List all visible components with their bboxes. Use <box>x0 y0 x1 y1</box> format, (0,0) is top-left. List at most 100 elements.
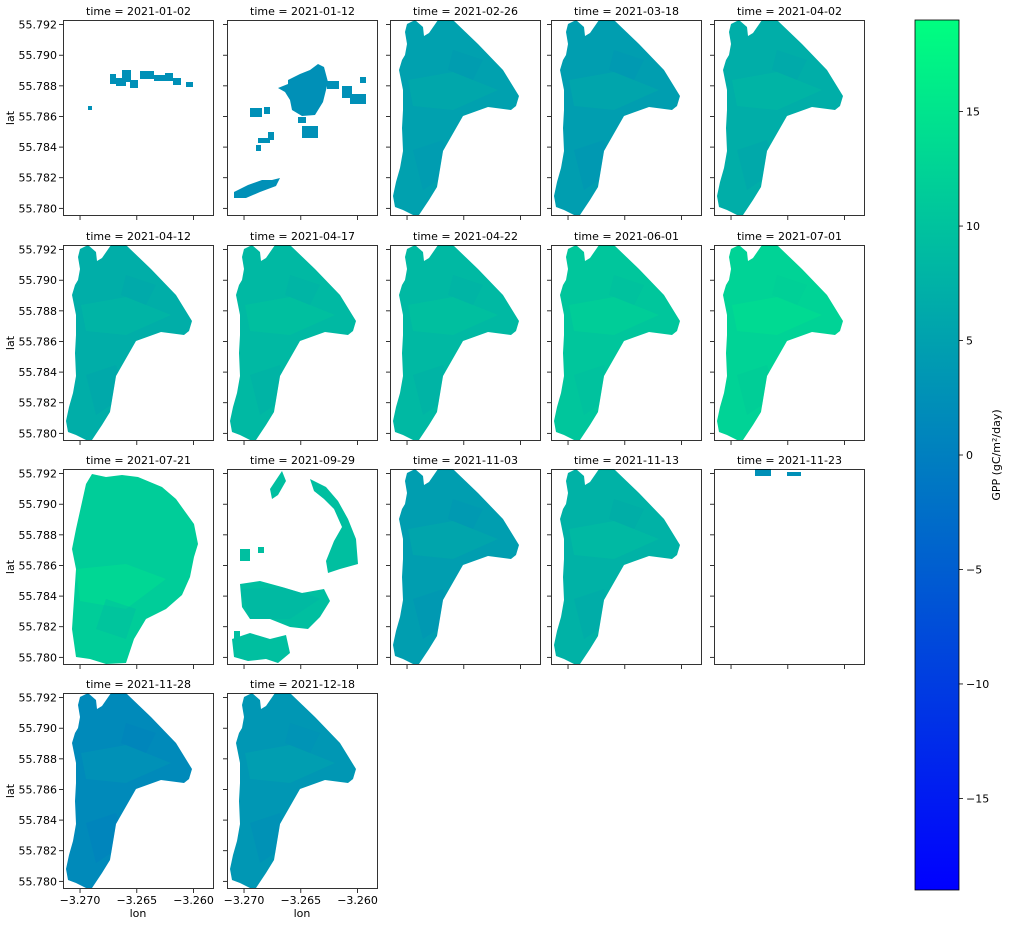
y-tick-label: 55.784 <box>19 141 58 154</box>
axes-frame <box>714 469 865 665</box>
y-tick-label: 55.790 <box>19 274 58 287</box>
x-tick-label: −3.260 <box>337 894 378 907</box>
y-tick-label: 55.788 <box>19 529 58 542</box>
axes-frame <box>551 469 702 665</box>
axes-frame <box>714 20 865 216</box>
facet-title: time = 2021-07-21 <box>86 454 191 467</box>
y-tick-label: 55.786 <box>19 110 58 123</box>
gpp-field <box>393 469 519 664</box>
facet-panel: time = 2021-04-17 <box>223 230 378 445</box>
x-axis-label: lon <box>294 907 311 920</box>
x-tick-label: −3.270 <box>60 894 101 907</box>
y-tick-label: 55.788 <box>19 753 58 766</box>
y-tick-label: 55.790 <box>19 49 58 62</box>
colorbar-tick-label: −5 <box>966 563 982 576</box>
y-tick-label: 55.782 <box>19 621 58 634</box>
facet-panel: time = 2021-04-12 55.780 55.782 55.784 55.78… <box>4 230 214 445</box>
facet-panel: time = 2021-07-01 <box>710 230 865 445</box>
gpp-raster <box>66 693 192 888</box>
x-tick-label: −3.260 <box>173 894 214 907</box>
gpp-raster <box>755 469 801 476</box>
y-tick-label: 55.786 <box>19 335 58 348</box>
facet-title: time = 2021-04-12 <box>86 230 191 243</box>
y-tick-label: 55.782 <box>19 397 58 410</box>
axes-frame <box>227 20 378 216</box>
facet-panel: time = 2021-06-01 <box>547 230 702 445</box>
x-axis-label: lon <box>130 907 147 920</box>
colorbar-tick-label: −10 <box>966 678 989 691</box>
facet-title: time = 2021-09-29 <box>250 454 355 467</box>
y-tick-label: 55.792 <box>19 692 58 705</box>
gpp-raster <box>717 20 843 215</box>
y-tick-label: 55.786 <box>19 559 58 572</box>
y-tick-label: 55.784 <box>19 590 58 603</box>
y-tick-label: 55.780 <box>19 427 58 440</box>
facet-panel: time = 2021-09-29 <box>223 454 378 669</box>
facet-title: time = 2021-03-18 <box>574 5 679 18</box>
facet-title: time = 2021-11-13 <box>574 454 679 467</box>
gpp-field <box>230 693 356 888</box>
gpp-field <box>66 245 192 440</box>
axes-frame <box>227 693 378 889</box>
facet-panel: time = 2021-03-18 <box>547 5 702 220</box>
colorbar-tick-label: 5 <box>966 335 973 348</box>
axes-frame <box>390 245 541 441</box>
y-axis-label: lat <box>4 783 17 798</box>
y-tick-label: 55.792 <box>19 468 58 481</box>
facet-title: time = 2021-11-03 <box>413 454 518 467</box>
gpp-field <box>554 20 680 215</box>
colorbar-tick-label: −15 <box>966 792 989 805</box>
facet-panel: time = 2021-02-26 <box>386 5 541 220</box>
axes-frame <box>63 693 214 889</box>
colorbar-label: GPP (gC/m²/day) <box>990 409 1003 500</box>
axes-frame <box>714 245 865 441</box>
gpp-raster <box>717 245 843 440</box>
y-tick-label: 55.788 <box>19 305 58 318</box>
x-tick-label: −3.270 <box>224 894 265 907</box>
y-tick-label: 55.784 <box>19 366 58 379</box>
colorbar-tick-label: 15 <box>966 106 980 119</box>
gpp-raster <box>393 245 519 440</box>
y-tick-label: 55.790 <box>19 498 58 511</box>
facet-panel: time = 2021-11-23 <box>710 454 865 669</box>
colorbar-tick-label: 0 <box>966 449 973 462</box>
gpp-raster <box>554 245 680 440</box>
y-tick-label: 55.780 <box>19 651 58 664</box>
axes-frame <box>63 469 214 665</box>
gpp-field <box>88 70 193 110</box>
axes-frame <box>227 245 378 441</box>
y-tick-label: 55.782 <box>19 172 58 185</box>
gpp-field <box>234 64 366 198</box>
gpp-raster <box>88 70 193 110</box>
gpp-field <box>717 20 843 215</box>
gpp-raster <box>230 245 356 440</box>
y-axis-label: lat <box>4 559 17 574</box>
y-tick-label: 55.780 <box>19 202 58 215</box>
facet-title: time = 2021-11-28 <box>86 678 191 691</box>
facet-title: time = 2021-04-02 <box>737 5 842 18</box>
gpp-raster <box>72 474 198 664</box>
axes-frame <box>390 20 541 216</box>
facet-panel: time = 2021-04-22 <box>386 230 541 445</box>
axes-frame <box>551 245 702 441</box>
gpp-raster <box>554 20 680 215</box>
gpp-raster <box>232 471 358 663</box>
gpp-raster <box>234 64 366 198</box>
gpp-raster <box>393 20 519 215</box>
facet-title: time = 2021-07-01 <box>737 230 842 243</box>
gpp-field <box>554 245 680 440</box>
gpp-raster <box>554 469 680 664</box>
y-axis-label: lat <box>4 335 17 350</box>
facet-title: time = 2021-01-12 <box>250 5 355 18</box>
facet-title: time = 2021-02-26 <box>413 5 518 18</box>
gpp-field <box>393 20 519 215</box>
facet-panel: time = 2021-11-03 <box>386 454 541 669</box>
facet-title: time = 2021-12-18 <box>250 678 355 691</box>
y-tick-label: 55.782 <box>19 845 58 858</box>
y-tick-label: 55.792 <box>19 244 58 257</box>
y-tick-label: 55.790 <box>19 722 58 735</box>
axes-frame <box>390 469 541 665</box>
x-tick-label: −3.265 <box>280 894 321 907</box>
